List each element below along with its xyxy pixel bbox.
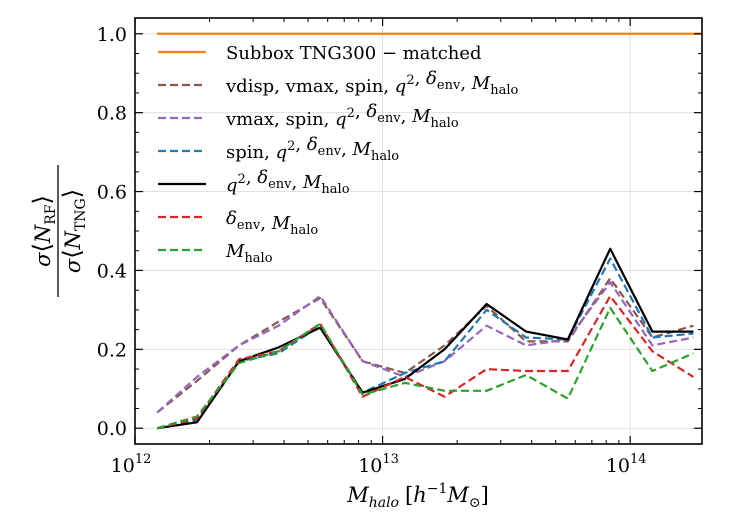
legend-label-4: q2, δenv, Mhalo bbox=[226, 167, 350, 197]
y-axis-label-denominator: σ⟨NTNG⟩ bbox=[58, 189, 89, 273]
y-tick-label: 0.6 bbox=[97, 182, 127, 204]
axis-ticks: 0.0 0.2 0.4 0.6 0.8 1.0 1012 1013 1014 bbox=[97, 18, 702, 477]
y-tick-label: 0.4 bbox=[97, 260, 127, 282]
legend-label-3: spin, q2, δenv, Mhalo bbox=[226, 134, 399, 164]
series-line-3 bbox=[157, 257, 694, 430]
legend-label-5: δenv, Mhalo bbox=[226, 208, 318, 238]
y-tick-label: 0.2 bbox=[97, 339, 127, 361]
series-line-5 bbox=[157, 295, 694, 430]
series-lines bbox=[156, 32, 702, 430]
x-axis-label: Mhalo [h−1M⊙] bbox=[346, 481, 489, 511]
x-tick-label: 1014 bbox=[606, 452, 647, 477]
legend-label-0: Subbox TNG300 − matched bbox=[226, 43, 482, 64]
series-line-2 bbox=[156, 281, 694, 414]
x-tick-label: 1013 bbox=[358, 452, 399, 477]
y-tick-label: 1.0 bbox=[97, 24, 127, 46]
legend-label-1: vdisp, vmax, spin, q2, δenv, Mhalo bbox=[225, 68, 518, 98]
series-line-6 bbox=[156, 306, 694, 430]
legend-label-6: Mhalo bbox=[225, 241, 273, 266]
y-tick-label: 0.8 bbox=[97, 103, 127, 125]
x-tick-label: 1012 bbox=[111, 452, 152, 477]
legend-label-2: vmax, spin, q2, δenv, Mhalo bbox=[225, 101, 459, 131]
y-axis-label-numerator: σ⟨NRF⟩ bbox=[28, 195, 59, 267]
y-tick-label: 0.0 bbox=[97, 418, 127, 440]
legend: Subbox TNG300 − matched vdisp, vmax, spin… bbox=[158, 43, 518, 266]
y-axis-label: σ⟨NRF⟩ σ⟨NTNG⟩ bbox=[28, 165, 89, 297]
